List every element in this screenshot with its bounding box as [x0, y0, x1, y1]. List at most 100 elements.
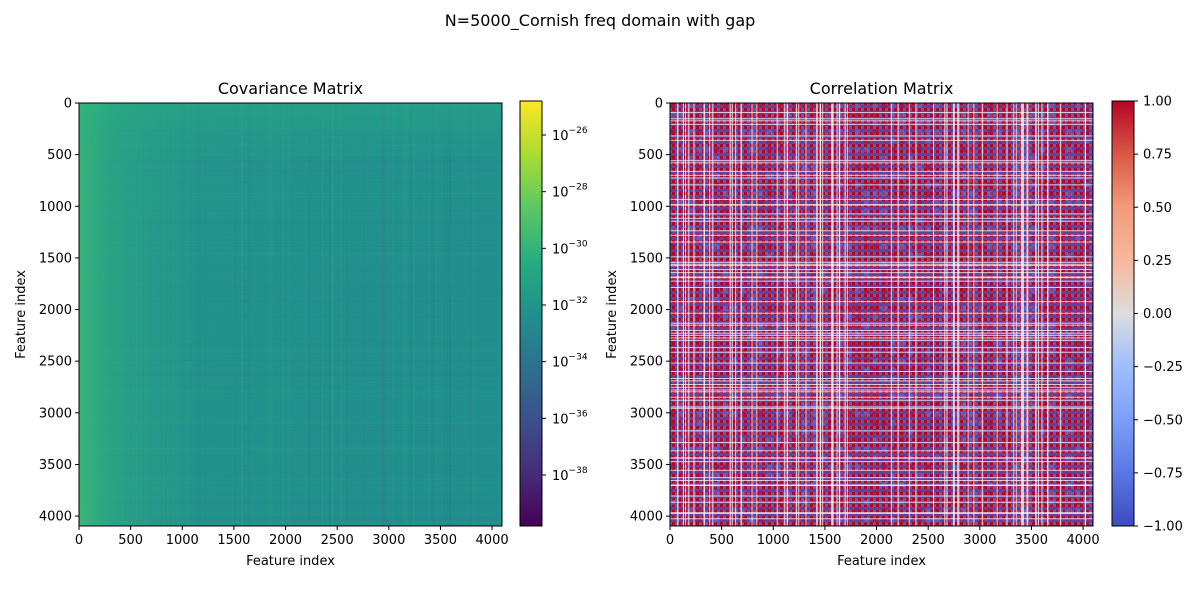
- correlation-cell: [678, 305, 685, 311]
- correlation-gap-line: [670, 269, 1093, 271]
- correlation-cell: [934, 402, 940, 408]
- correlation-cell: [775, 305, 782, 311]
- correlation-cell: [775, 473, 782, 479]
- correlation-gap-line: [735, 103, 737, 526]
- correlation-cell: [740, 508, 746, 514]
- correlation-cell: [872, 226, 878, 232]
- covariance-ytick-label: 1000: [39, 200, 72, 215]
- correlation-cell: [899, 437, 905, 444]
- correlation-cell: [714, 367, 720, 373]
- correlation-cell: [758, 402, 764, 408]
- correlation-cell: [907, 103, 914, 109]
- correlation-cell: [802, 464, 808, 470]
- correlation-cell: [1040, 155, 1046, 162]
- correlation-cell: [996, 411, 1002, 417]
- correlation-cell: [714, 155, 720, 162]
- correlation-cell: [846, 464, 852, 470]
- correlation-gap-line: [751, 103, 753, 526]
- correlation-cell: [925, 288, 931, 294]
- correlation-cell: [872, 314, 878, 320]
- covariance-colorbar-tick-label: 10−36: [552, 409, 588, 427]
- correlation-cell: [696, 314, 702, 320]
- correlation-cell: [925, 517, 931, 523]
- correlation-cell: [714, 340, 720, 347]
- correlation-cell: [943, 402, 949, 408]
- correlation-cell: [890, 103, 896, 109]
- correlation-cell: [722, 288, 729, 294]
- correlation-cell: [855, 288, 861, 294]
- correlation-cell: [969, 164, 975, 170]
- correlation-cell: [758, 173, 764, 179]
- correlation-cell: [705, 446, 711, 452]
- correlation-cell: [775, 464, 782, 470]
- correlation-cell: [855, 464, 861, 470]
- correlation-gap-line: [688, 103, 690, 526]
- correlation-gap-line: [1035, 103, 1037, 526]
- correlation-cell: [1066, 191, 1072, 197]
- correlation-cell: [740, 226, 746, 232]
- correlation-cell: [899, 103, 905, 109]
- correlation-cell: [722, 235, 729, 241]
- correlation-cell: [969, 393, 975, 400]
- correlation-cell: [863, 111, 870, 118]
- correlation-cell: [802, 420, 808, 426]
- correlation-cell: [1040, 323, 1046, 329]
- correlation-cell: [881, 173, 887, 179]
- correlation-gap-line: [838, 103, 840, 526]
- correlation-cell: [1048, 244, 1055, 250]
- correlation-cell: [705, 173, 711, 179]
- correlation-cell: [1040, 111, 1046, 118]
- correlation-cell: [1040, 393, 1046, 400]
- correlation-cell: [802, 164, 808, 170]
- correlation-gap-line: [932, 103, 934, 526]
- correlation-cell: [881, 244, 887, 250]
- correlation-cell: [740, 199, 746, 206]
- correlation-cell: [722, 314, 729, 320]
- correlation-cell: [775, 517, 782, 523]
- correlation-cell: [758, 191, 764, 197]
- correlation-cell: [731, 508, 737, 514]
- correlation-cell: [678, 473, 685, 479]
- correlation-gap-line: [670, 386, 1093, 388]
- correlation-cell: [1075, 490, 1081, 497]
- correlation-gap-line: [1020, 103, 1022, 526]
- covariance-ytick-label: 500: [47, 148, 72, 163]
- correlation-cell: [1075, 147, 1081, 153]
- correlation-cell: [1084, 358, 1090, 364]
- correlation-colorbar-tick-label: 0.75: [1143, 148, 1172, 163]
- correlation-gap-line: [952, 103, 954, 526]
- correlation-cell: [811, 437, 817, 444]
- correlation-xtick-label: 1000: [757, 533, 790, 548]
- correlation-cell: [855, 305, 861, 311]
- correlation-cell: [1040, 517, 1046, 523]
- correlation-cell: [740, 490, 746, 497]
- correlation-cell: [978, 332, 984, 338]
- correlation-cell: [758, 111, 764, 118]
- correlation-cell: [863, 147, 870, 153]
- correlation-cell: [960, 173, 967, 179]
- correlation-gap-line: [670, 120, 1093, 122]
- covariance-ytick-label: 3000: [39, 406, 72, 421]
- correlation-cell: [881, 279, 887, 285]
- correlation-cell: [969, 296, 975, 303]
- correlation-gap-line: [973, 103, 975, 526]
- correlation-cell: [802, 517, 808, 523]
- correlation-cell: [855, 111, 861, 118]
- correlation-cell: [1022, 437, 1028, 444]
- correlation-cell: [705, 129, 711, 135]
- correlation-cell: [775, 340, 782, 347]
- correlation-cell: [907, 279, 914, 285]
- correlation-cell: [714, 288, 720, 294]
- correlation-cell: [960, 393, 967, 400]
- correlation-gap-line: [816, 103, 818, 526]
- correlation-cell: [872, 173, 878, 179]
- correlation-cell: [687, 199, 693, 206]
- correlation-cell: [766, 464, 773, 470]
- correlation-cell: [872, 429, 878, 435]
- correlation-cell: [811, 402, 817, 408]
- correlation-cell: [678, 411, 685, 417]
- correlation-cell: [731, 235, 737, 241]
- correlation-cell: [890, 393, 896, 400]
- correlation-cell: [1022, 464, 1028, 470]
- correlation-gap-line: [670, 118, 1093, 120]
